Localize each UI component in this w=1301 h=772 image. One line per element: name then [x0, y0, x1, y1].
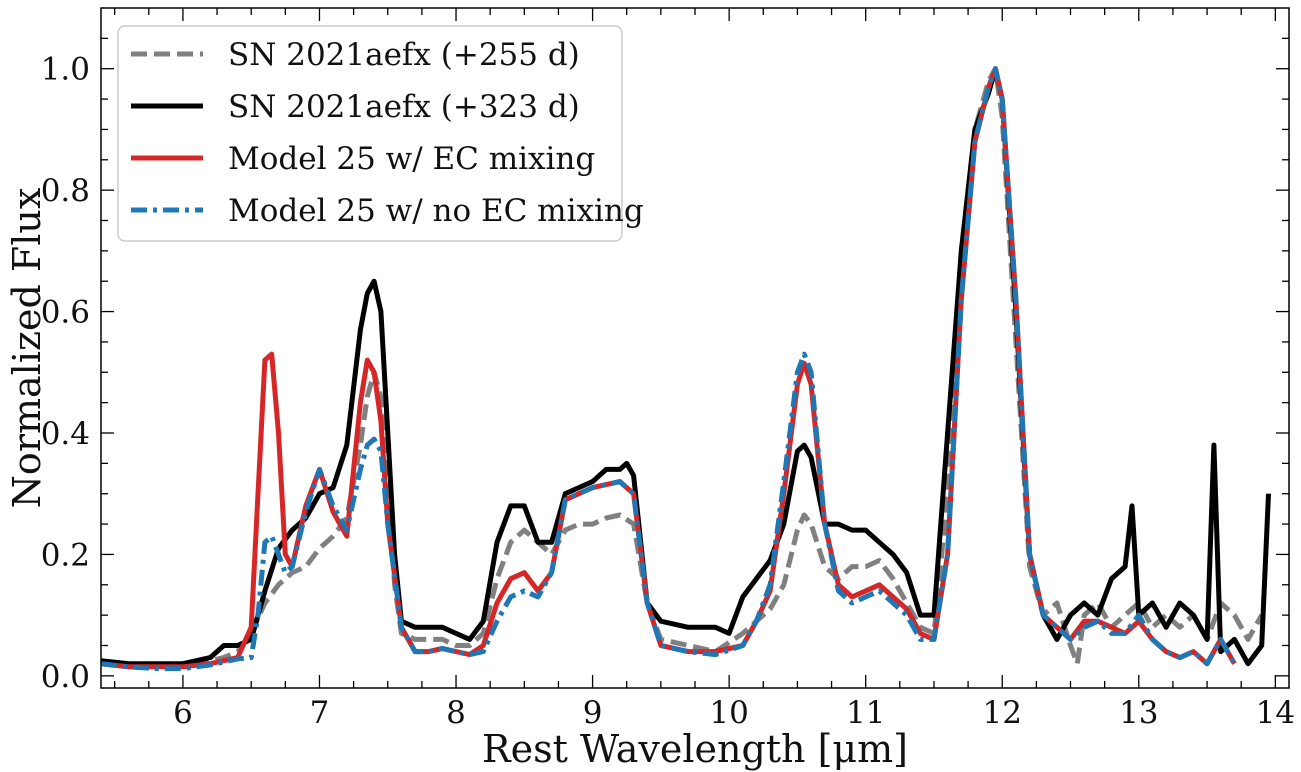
legend-label-4: Model 25 w/ no EC mixing — [228, 193, 644, 229]
x-tick-label: 8 — [446, 695, 466, 731]
series-lines — [101, 66, 1271, 672]
x-tick-label: 11 — [846, 695, 885, 731]
y-tick-label: 1.0 — [41, 52, 90, 88]
x-tick-label: 10 — [709, 695, 748, 731]
plot-frame — [100, 7, 1290, 689]
y-axis-label: Normalized Flux — [5, 188, 49, 509]
x-tick-label: 12 — [983, 695, 1022, 731]
y-tick-label: 0.6 — [41, 295, 90, 331]
legend: SN 2021aefx (+255 d) SN 2021aefx (+323 d)… — [117, 25, 644, 242]
x-tick-label: 7 — [310, 695, 330, 731]
series-line-2 — [101, 66, 1271, 667]
legend-label-3: Model 25 w/ EC mixing — [228, 141, 595, 177]
series-line-4 — [101, 66, 1237, 672]
x-axis-label: Rest Wavelength [μm] — [482, 727, 908, 771]
axis-ticks — [101, 8, 1289, 688]
legend-label-1: SN 2021aefx (+255 d) — [228, 37, 580, 73]
y-tick-label: 0.4 — [41, 416, 90, 452]
y-tick-label: 0.8 — [41, 173, 90, 209]
y-tick-label: 0.2 — [41, 537, 90, 573]
legend-box — [117, 25, 623, 242]
x-tick-label: 14 — [1256, 695, 1295, 731]
x-tick-label: 6 — [173, 695, 193, 731]
tick-labels: 6 7 8 9 10 11 12 13 14 0.0 0.2 0.4 0.6 0.8 1.0 — [41, 52, 1295, 731]
x-tick-label: 9 — [583, 695, 603, 731]
x-tick-label: 13 — [1119, 695, 1158, 731]
y-tick-label: 0.0 — [41, 659, 90, 695]
legend-label-2: SN 2021aefx (+323 d) — [228, 89, 580, 125]
